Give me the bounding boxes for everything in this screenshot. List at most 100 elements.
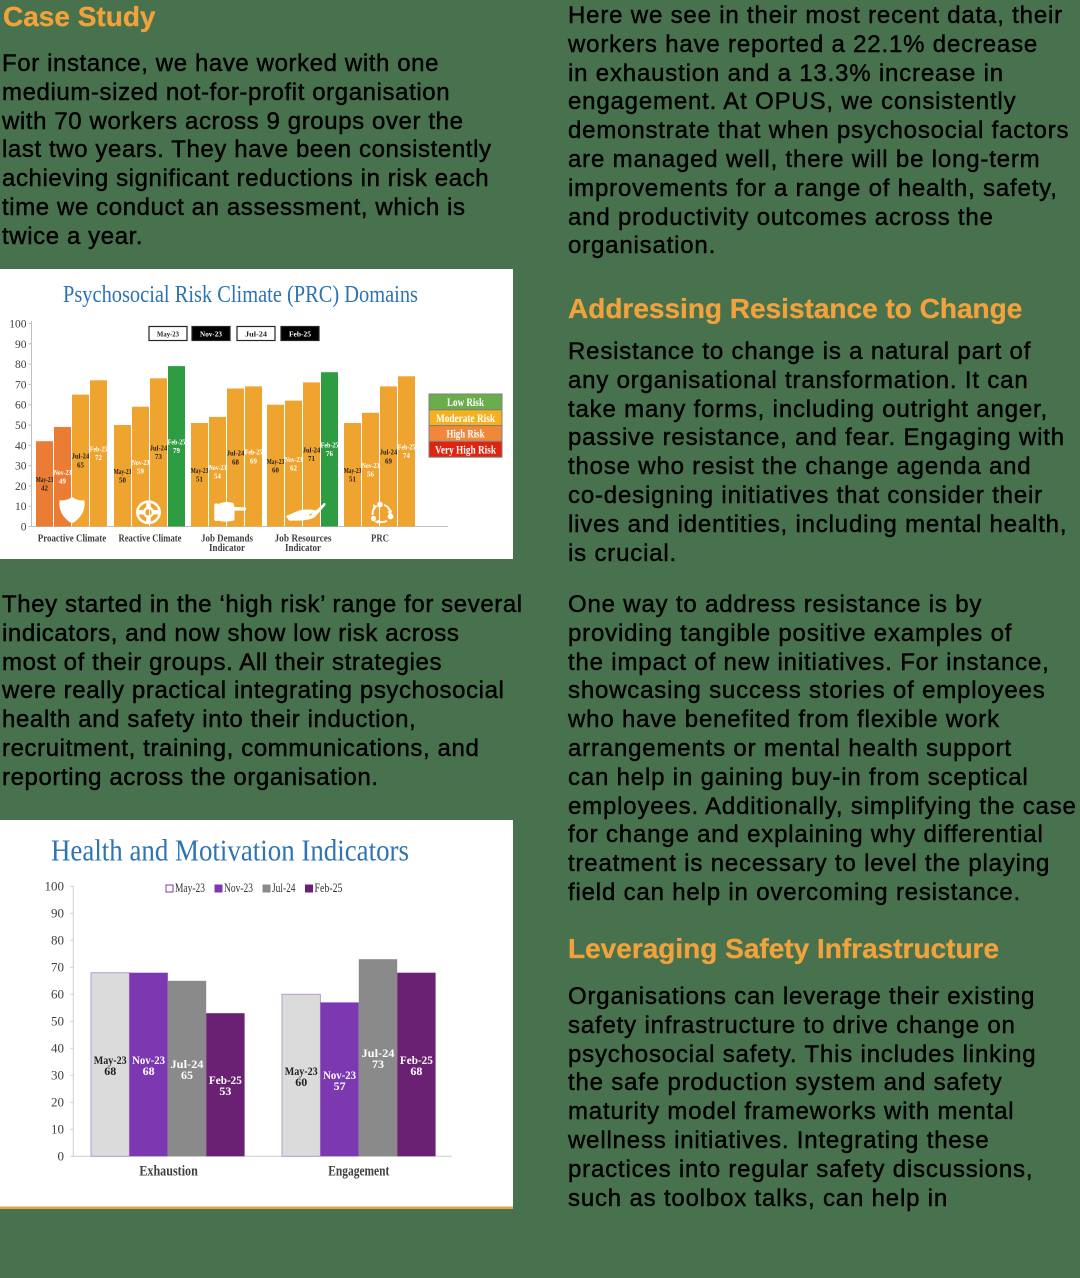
svg-text:90: 90 <box>15 339 27 351</box>
svg-text:Jul-24: Jul-24 <box>171 1057 204 1071</box>
svg-text:80: 80 <box>51 933 64 948</box>
svg-text:Nov-23: Nov-23 <box>209 465 227 472</box>
svg-text:69: 69 <box>385 458 392 465</box>
svg-text:54: 54 <box>214 474 221 481</box>
svg-text:20: 20 <box>15 481 27 493</box>
svg-text:May-23: May-23 <box>94 1053 127 1067</box>
svg-text:Reactive Climate: Reactive Climate <box>119 533 182 544</box>
svg-text:Feb-25: Feb-25 <box>209 1073 242 1087</box>
svg-text:50: 50 <box>15 420 27 432</box>
svg-text:Feb-25: Feb-25 <box>315 881 343 895</box>
svg-text:50: 50 <box>119 478 126 485</box>
svg-text:79: 79 <box>173 448 180 455</box>
svg-text:68: 68 <box>410 1064 422 1078</box>
svg-text:80: 80 <box>15 359 27 371</box>
svg-text:53: 53 <box>219 1084 231 1098</box>
svg-text:60: 60 <box>295 1075 307 1089</box>
svg-text:May-23: May-23 <box>114 469 132 476</box>
svg-text:May-23: May-23 <box>285 1064 318 1078</box>
svg-text:68: 68 <box>143 1064 155 1078</box>
svg-text:65: 65 <box>181 1068 193 1082</box>
svg-text:Nov-23: Nov-23 <box>200 329 222 338</box>
svg-text:Feb-25: Feb-25 <box>398 445 416 452</box>
svg-text:50: 50 <box>51 1014 64 1029</box>
svg-text:51: 51 <box>196 477 203 484</box>
svg-text:Jul-24: Jul-24 <box>380 450 398 457</box>
svg-text:10: 10 <box>15 501 27 513</box>
svg-text:Low Risk: Low Risk <box>447 397 484 409</box>
svg-text:May-23: May-23 <box>267 459 285 466</box>
svg-text:Jul-24: Jul-24 <box>72 454 90 461</box>
svg-text:Nov-23: Nov-23 <box>224 881 253 895</box>
svg-text:Very High Risk: Very High Risk <box>435 444 496 456</box>
svg-text:Nov-23: Nov-23 <box>132 1053 165 1067</box>
svg-text:56: 56 <box>367 472 374 479</box>
svg-text:Jul-24: Jul-24 <box>227 451 245 458</box>
svg-text:100: 100 <box>45 879 65 894</box>
svg-text:PRC: PRC <box>371 533 389 544</box>
svg-text:Nov-23: Nov-23 <box>285 457 303 464</box>
svg-text:71: 71 <box>308 456 315 463</box>
svg-text:Jul-24: Jul-24 <box>245 329 267 338</box>
svg-text:Nov-23: Nov-23 <box>323 1068 356 1082</box>
svg-text:73: 73 <box>372 1057 384 1071</box>
svg-text:30: 30 <box>15 461 27 473</box>
svg-text:Jul-24: Jul-24 <box>150 446 168 453</box>
svg-text:76: 76 <box>326 451 333 458</box>
svg-text:74: 74 <box>403 453 410 460</box>
svg-text:May-23: May-23 <box>36 477 54 484</box>
svg-text:70: 70 <box>15 379 27 391</box>
svg-text:Exhaustion: Exhaustion <box>139 1164 198 1180</box>
svg-text:Health and Motivation Indicato: Health and Motivation Indicators <box>51 833 409 868</box>
svg-text:100: 100 <box>9 319 27 331</box>
svg-text:90: 90 <box>51 906 64 921</box>
svg-text:Job Resources: Job Resources <box>275 533 332 544</box>
svg-text:40: 40 <box>51 1041 64 1056</box>
svg-text:Feb-25: Feb-25 <box>168 440 186 447</box>
svg-text:60: 60 <box>272 467 279 474</box>
svg-text:May-23: May-23 <box>191 468 209 475</box>
svg-text:0: 0 <box>21 522 27 534</box>
svg-text:Nov-23: Nov-23 <box>132 460 150 467</box>
svg-text:69: 69 <box>250 458 257 465</box>
svg-text:Feb-25: Feb-25 <box>289 329 311 338</box>
svg-text:Indicator: Indicator <box>285 543 321 554</box>
svg-text:60: 60 <box>15 400 27 412</box>
svg-text:Job Demands: Job Demands <box>201 533 253 544</box>
svg-text:72: 72 <box>95 455 102 462</box>
svg-text:62: 62 <box>290 465 297 472</box>
svg-text:40: 40 <box>15 440 27 452</box>
svg-text:70: 70 <box>51 960 64 975</box>
svg-text:Jul-24: Jul-24 <box>303 448 321 455</box>
svg-text:Proactive Climate: Proactive Climate <box>38 533 107 544</box>
svg-text:59: 59 <box>137 468 144 475</box>
svg-text:Feb-25: Feb-25 <box>400 1053 433 1067</box>
svg-text:May-23: May-23 <box>157 329 179 338</box>
svg-text:Psychosocial Risk Climate (PRC: Psychosocial Risk Climate (PRC) Domains <box>63 281 418 308</box>
svg-text:High Risk: High Risk <box>447 429 485 441</box>
svg-text:57: 57 <box>334 1079 346 1093</box>
svg-text:49: 49 <box>59 479 66 486</box>
svg-text:Nov-23: Nov-23 <box>54 470 72 477</box>
svg-text:Feb-25: Feb-25 <box>245 450 263 457</box>
svg-text:0: 0 <box>58 1149 65 1164</box>
svg-text:65: 65 <box>77 462 84 469</box>
svg-text:May-23: May-23 <box>175 881 205 895</box>
svg-text:Jul-24: Jul-24 <box>362 1046 395 1060</box>
svg-text:May-23: May-23 <box>344 468 362 475</box>
svg-text:51: 51 <box>349 477 356 484</box>
svg-text:30: 30 <box>51 1068 64 1083</box>
svg-text:68: 68 <box>232 459 239 466</box>
svg-text:Moderate Risk: Moderate Risk <box>436 413 495 425</box>
svg-text:Nov-23: Nov-23 <box>362 463 380 470</box>
svg-text:60: 60 <box>51 987 64 1002</box>
svg-text:42: 42 <box>41 486 48 493</box>
svg-text:Feb-25: Feb-25 <box>321 443 339 450</box>
svg-text:Engagement: Engagement <box>328 1164 389 1180</box>
svg-text:68: 68 <box>104 1064 116 1078</box>
svg-text:Feb-25: Feb-25 <box>90 447 108 454</box>
svg-text:10: 10 <box>51 1122 64 1137</box>
svg-text:73: 73 <box>155 454 162 461</box>
svg-text:Indicator: Indicator <box>209 543 245 554</box>
svg-text:Jul-24: Jul-24 <box>272 881 296 895</box>
